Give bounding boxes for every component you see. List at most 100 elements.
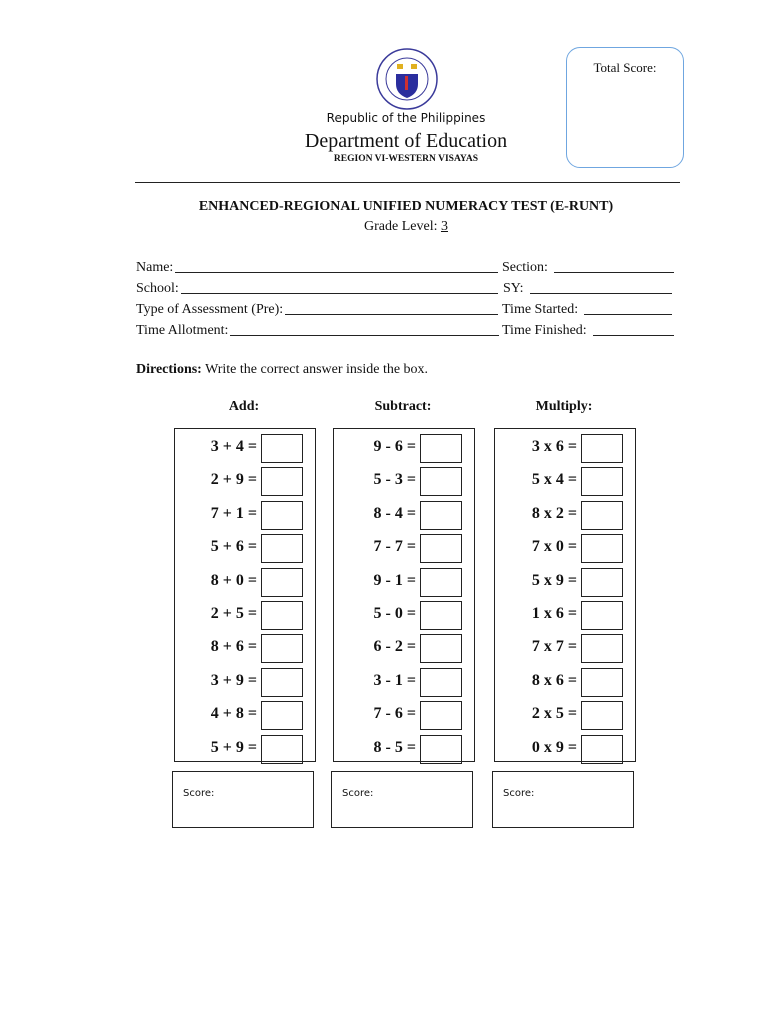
answer-box[interactable] bbox=[261, 500, 303, 530]
answer-box[interactable] bbox=[420, 734, 462, 764]
problem-row: 8 + 0 = bbox=[175, 567, 315, 598]
answer-box[interactable] bbox=[261, 667, 303, 697]
equation: 5 - 3 = bbox=[373, 471, 416, 489]
answer-box[interactable] bbox=[581, 534, 623, 564]
deped-seal-logo bbox=[376, 48, 438, 110]
republic-text: Republic of the Philippines bbox=[326, 111, 486, 125]
directions-label: Directions: bbox=[136, 362, 202, 377]
problem-row: 2 + 5 = bbox=[175, 601, 315, 631]
time-finished-field[interactable]: Time Finished: bbox=[502, 323, 674, 339]
answer-box[interactable] bbox=[261, 467, 303, 497]
equation: 3 + 4 = bbox=[210, 438, 257, 455]
equation: 9 - 1 = bbox=[373, 571, 416, 589]
score-label: Score: bbox=[183, 788, 215, 799]
answer-box[interactable] bbox=[261, 701, 303, 731]
directions: Directions: Write the correct answer ins… bbox=[136, 362, 428, 378]
school-field[interactable]: School: bbox=[136, 281, 498, 297]
answer-box[interactable] bbox=[420, 534, 462, 564]
equation: 6 - 2 = bbox=[373, 638, 416, 656]
problem-row: 3 + 9 = bbox=[175, 667, 315, 698]
subtract-heading: Subtract: bbox=[374, 399, 432, 414]
answer-box[interactable] bbox=[581, 467, 623, 497]
time-started-field[interactable]: Time Started: bbox=[502, 302, 672, 318]
answer-box[interactable] bbox=[261, 534, 303, 564]
score-label: Score: bbox=[342, 788, 374, 799]
equation: 3 - 1 = bbox=[373, 671, 416, 689]
answer-box[interactable] bbox=[420, 567, 462, 597]
answer-box[interactable] bbox=[581, 500, 623, 530]
problem-row: 5 + 6 = bbox=[175, 534, 315, 564]
subtract-problems: 9 - 6 = 5 - 3 = 8 - 4 = 7 - 7 = 9 - 1 = 5 - 0… bbox=[333, 428, 475, 765]
problem-row: 7 - 7 = bbox=[334, 534, 474, 564]
answer-box[interactable] bbox=[261, 634, 303, 664]
answer-box[interactable] bbox=[261, 601, 303, 630]
problem-row: 8 + 6 = bbox=[175, 634, 315, 664]
add-score-box[interactable]: Score: bbox=[172, 771, 314, 828]
section-field[interactable]: Section: bbox=[502, 260, 674, 276]
score-label: Score: bbox=[503, 788, 535, 799]
equation: 3 x 6 = bbox=[531, 438, 577, 455]
equation: 2 + 9 = bbox=[210, 471, 257, 489]
answer-box[interactable] bbox=[420, 601, 462, 630]
problem-row: 7 x 7 = bbox=[495, 634, 635, 664]
equation: 3 + 9 = bbox=[210, 671, 257, 689]
problem-row: 8 - 5 = bbox=[334, 734, 474, 765]
problem-row: 7 + 1 = bbox=[175, 500, 315, 531]
problem-row: 4 + 8 = bbox=[175, 701, 315, 731]
equation: 7 - 7 = bbox=[373, 538, 416, 556]
problem-row: 3 x 6 = bbox=[495, 434, 635, 464]
name-field[interactable]: Name: bbox=[136, 260, 498, 276]
answer-box[interactable] bbox=[261, 734, 303, 764]
answer-box[interactable] bbox=[581, 634, 623, 664]
equation: 0 x 9 = bbox=[531, 738, 577, 756]
equation: 2 x 5 = bbox=[531, 705, 577, 723]
equation: 5 x 9 = bbox=[531, 571, 577, 589]
directions-text: Write the correct answer inside the box. bbox=[201, 362, 429, 377]
answer-box[interactable] bbox=[581, 601, 623, 630]
time-allotment-field[interactable]: Time Allotment: bbox=[136, 323, 499, 339]
problem-row: 3 - 1 = bbox=[334, 667, 474, 698]
equation: 9 - 6 = bbox=[373, 438, 416, 455]
answer-box[interactable] bbox=[420, 500, 462, 530]
problem-row: 5 - 3 = bbox=[334, 467, 474, 497]
problem-row: 2 + 9 = bbox=[175, 467, 315, 497]
answer-box[interactable] bbox=[261, 434, 303, 463]
answer-box[interactable] bbox=[581, 567, 623, 597]
multiply-score-box[interactable]: Score: bbox=[492, 771, 634, 828]
total-score-box: Total Score: bbox=[566, 47, 684, 168]
sy-field[interactable]: SY: bbox=[503, 281, 672, 297]
answer-box[interactable] bbox=[420, 467, 462, 497]
multiply-problems: 3 x 6 = 5 x 4 = 8 x 2 = 7 x 0 = 5 x 9 = 1 x 6… bbox=[494, 428, 636, 765]
problem-row: 8 x 2 = bbox=[495, 500, 635, 531]
answer-box[interactable] bbox=[261, 567, 303, 597]
answer-box[interactable] bbox=[581, 734, 623, 764]
sy-label: SY: bbox=[503, 281, 524, 296]
answer-box[interactable] bbox=[420, 667, 462, 697]
problem-row: 5 + 9 = bbox=[175, 734, 315, 765]
equation: 8 + 6 = bbox=[210, 638, 257, 656]
time-finished-label: Time Finished: bbox=[502, 323, 587, 338]
equation: 5 x 4 = bbox=[531, 471, 577, 489]
problem-row: 5 - 0 = bbox=[334, 601, 474, 631]
answer-box[interactable] bbox=[420, 434, 462, 463]
answer-box[interactable] bbox=[581, 434, 623, 463]
test-title: ENHANCED-REGIONAL UNIFIED NUMERACY TEST … bbox=[198, 199, 614, 214]
equation: 8 - 5 = bbox=[373, 738, 416, 756]
equation: 7 + 1 = bbox=[210, 504, 257, 522]
assessment-type-field[interactable]: Type of Assessment (Pre): bbox=[136, 302, 498, 318]
problem-row: 8 x 6 = bbox=[495, 667, 635, 698]
answer-box[interactable] bbox=[581, 667, 623, 697]
problem-row: 8 - 4 = bbox=[334, 500, 474, 531]
answer-box[interactable] bbox=[420, 701, 462, 731]
total-score-label: Total Score: bbox=[593, 60, 657, 75]
equation: 8 + 0 = bbox=[210, 571, 257, 589]
answer-box[interactable] bbox=[420, 634, 462, 664]
grade-label: Grade Level: bbox=[364, 219, 441, 234]
problem-row: 0 x 9 = bbox=[495, 734, 635, 765]
equation: 5 + 6 = bbox=[210, 538, 257, 556]
equation: 8 - 4 = bbox=[373, 504, 416, 522]
answer-box[interactable] bbox=[581, 701, 623, 731]
subtract-score-box[interactable]: Score: bbox=[331, 771, 473, 828]
school-label: School: bbox=[136, 281, 179, 296]
problem-row: 5 x 4 = bbox=[495, 467, 635, 497]
